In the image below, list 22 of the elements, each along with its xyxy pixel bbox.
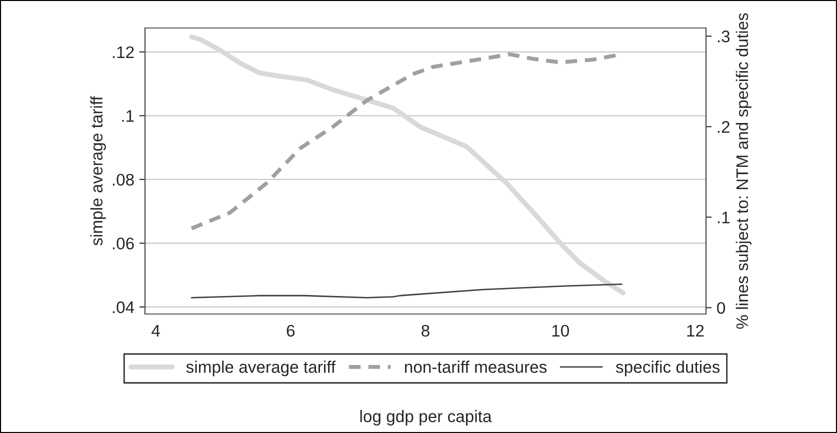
line-series: [190, 283, 622, 298]
x-tick-label: 12: [687, 324, 704, 336]
x-axis-title: log gdp per capita: [360, 410, 492, 426]
y-tick-label: .12: [112, 46, 134, 58]
x-tick-label: 6: [286, 324, 295, 337]
line-series: [189, 34, 626, 296]
y-tick-label: .06: [112, 238, 134, 250]
y2-tick-label: .3: [718, 30, 730, 42]
x-tick-label: 8: [422, 324, 430, 337]
x-tick-label: 4: [152, 325, 160, 336]
y2-tick-label: .1: [718, 212, 730, 224]
y-tick-label: .1: [122, 110, 134, 122]
y-tick-label: .04: [112, 301, 134, 314]
y2-tick-label: .2: [718, 121, 730, 133]
y2-tick-label: 0: [717, 302, 726, 314]
x-tick-label: 10: [552, 324, 569, 337]
y-tick-label: .08: [112, 174, 134, 186]
legend-label: specific duties: [616, 360, 720, 376]
y2-axis-title: % lines subject to: NTM and specific duties: [736, 13, 752, 329]
y-axis-title: simple average tariff: [90, 96, 106, 246]
legend-label: simple average tariff: [186, 360, 336, 376]
legend-label: non-tariff measures: [405, 360, 547, 373]
